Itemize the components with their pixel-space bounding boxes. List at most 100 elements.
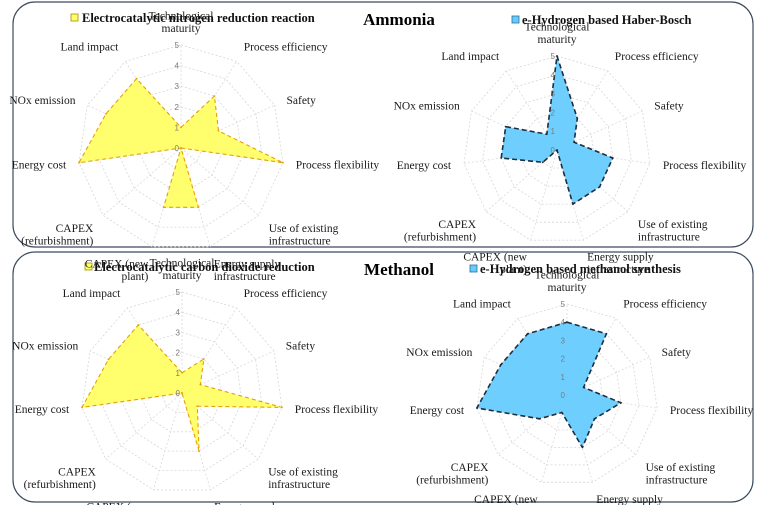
data-point xyxy=(561,411,563,414)
data-point xyxy=(538,417,541,420)
axis-label: CAPEX (refurbishment) xyxy=(24,467,97,492)
data-point xyxy=(598,186,601,188)
axis-label: Process flexibility xyxy=(670,405,754,417)
radial-tick-label: 5 xyxy=(175,41,180,50)
grid-ring xyxy=(519,111,595,187)
grid-spoke xyxy=(497,394,568,455)
data-point xyxy=(504,125,507,128)
data-point xyxy=(611,157,614,159)
radial-tick-label: 5 xyxy=(176,288,181,297)
radial-tick-label: 2 xyxy=(175,103,180,112)
chart-title-co2rr: Electrocatalytic carbon dioxide reductio… xyxy=(84,260,315,274)
blue-square-icon xyxy=(511,15,520,24)
axis-label: Land impact xyxy=(453,299,512,311)
axis-label: Process efficiency xyxy=(244,41,328,53)
panel-title-methanol: Methanol xyxy=(364,260,434,279)
data-point xyxy=(137,324,140,326)
radial-tick-label: 1 xyxy=(175,123,180,132)
radial-tick-label: 5 xyxy=(551,52,556,61)
radial-tick-label: 1 xyxy=(551,127,556,136)
radial-tick-label: 1 xyxy=(176,369,181,378)
chart-title-methanol-synthesis: e-Hydrogen based methanol synthesis xyxy=(469,262,681,276)
axis-label: Process flexibility xyxy=(296,160,380,172)
radar-chart-4: 0 1 2 3 4 5 Technological maturity Process effic… xyxy=(406,270,753,505)
axis-label: Safety xyxy=(654,101,684,113)
grid-spoke xyxy=(102,147,182,216)
radial-tick-label: 2 xyxy=(176,349,181,358)
axis-label: Process flexibility xyxy=(663,160,747,172)
axis-label: Technological maturity xyxy=(149,11,214,36)
axis-label: Land impact xyxy=(60,41,119,53)
data-point xyxy=(605,332,608,335)
data-point xyxy=(105,112,107,115)
data-point xyxy=(107,358,110,361)
radar-charts: 0 1 2 3 4 5 Technological maturity Process effic… xyxy=(9,11,753,505)
grid-ring xyxy=(482,74,632,223)
grid-ring xyxy=(81,291,283,491)
data-point xyxy=(556,149,558,151)
ammonia-panel-frame xyxy=(12,1,754,248)
axis-label: Safety xyxy=(662,347,692,359)
data-point xyxy=(499,363,502,366)
axis-label: Energy cost xyxy=(15,404,70,416)
grid-ring xyxy=(530,358,604,431)
data-series-polygon xyxy=(81,324,283,452)
axis-label: NOx emission xyxy=(9,95,75,107)
axis-label: Energy cost xyxy=(397,160,452,172)
grid-spoke xyxy=(566,394,637,455)
svg-text:e-Hydrogen based methanol synt: e-Hydrogen based methanol synthesis xyxy=(480,262,681,276)
data-point xyxy=(566,321,568,324)
data-point xyxy=(545,133,548,136)
data-point xyxy=(576,117,579,120)
grid-ring xyxy=(512,339,622,448)
data-point xyxy=(162,206,165,209)
grid-spoke xyxy=(566,356,650,396)
radial-tick-label: 0 xyxy=(561,391,566,400)
axis-label: Land impact xyxy=(63,288,122,300)
panel-title-ammonia: Ammonia xyxy=(363,10,435,29)
data-point xyxy=(526,332,529,335)
axis-label: NOx emission xyxy=(12,341,78,353)
axis-label: Safety xyxy=(286,341,316,353)
grid-ring xyxy=(463,55,651,241)
grid-spoke xyxy=(151,147,182,247)
axis-label: Technological maturity xyxy=(150,258,215,283)
data-point xyxy=(202,358,205,360)
axis-label: Land impact xyxy=(441,51,500,63)
axis-label: Use of existing infrastructure xyxy=(269,223,339,248)
data-series-polygon xyxy=(500,55,614,205)
grid-spoke xyxy=(530,149,558,241)
axis-label: Process efficiency xyxy=(615,51,699,63)
axis-label: Energy cost xyxy=(410,405,465,417)
radial-tick-label: 2 xyxy=(551,108,556,117)
axis-label: Technological maturity xyxy=(525,22,590,47)
data-point xyxy=(181,371,183,374)
data-point xyxy=(500,157,503,159)
axis-label: Use of existing infrastructure xyxy=(646,462,716,487)
data-point xyxy=(217,130,220,132)
yellow-square-icon xyxy=(84,262,93,271)
grid-spoke xyxy=(180,147,260,216)
data-point xyxy=(135,77,138,80)
axis-label: CAPEX (refurbishment) xyxy=(21,223,94,248)
chart-title-haber-bosch: e-Hydrogen based Haber-Bosch xyxy=(511,13,691,27)
data-point xyxy=(81,406,83,409)
svg-text:e-Hydrogen based Haber-Bosch: e-Hydrogen based Haber-Bosch xyxy=(522,13,691,27)
axis-label: Process efficiency xyxy=(623,299,707,311)
axis-label: Process efficiency xyxy=(244,288,328,300)
data-point xyxy=(78,161,80,164)
radial-tick-label: 4 xyxy=(175,62,180,71)
data-point xyxy=(199,383,202,386)
data-point xyxy=(180,147,182,149)
blue-square-icon xyxy=(469,264,478,273)
radar-chart-1: 0 1 2 3 4 5 Technological maturity Process effic… xyxy=(9,11,379,283)
grid-spoke xyxy=(153,392,183,491)
radial-tick-label: 4 xyxy=(561,318,566,327)
